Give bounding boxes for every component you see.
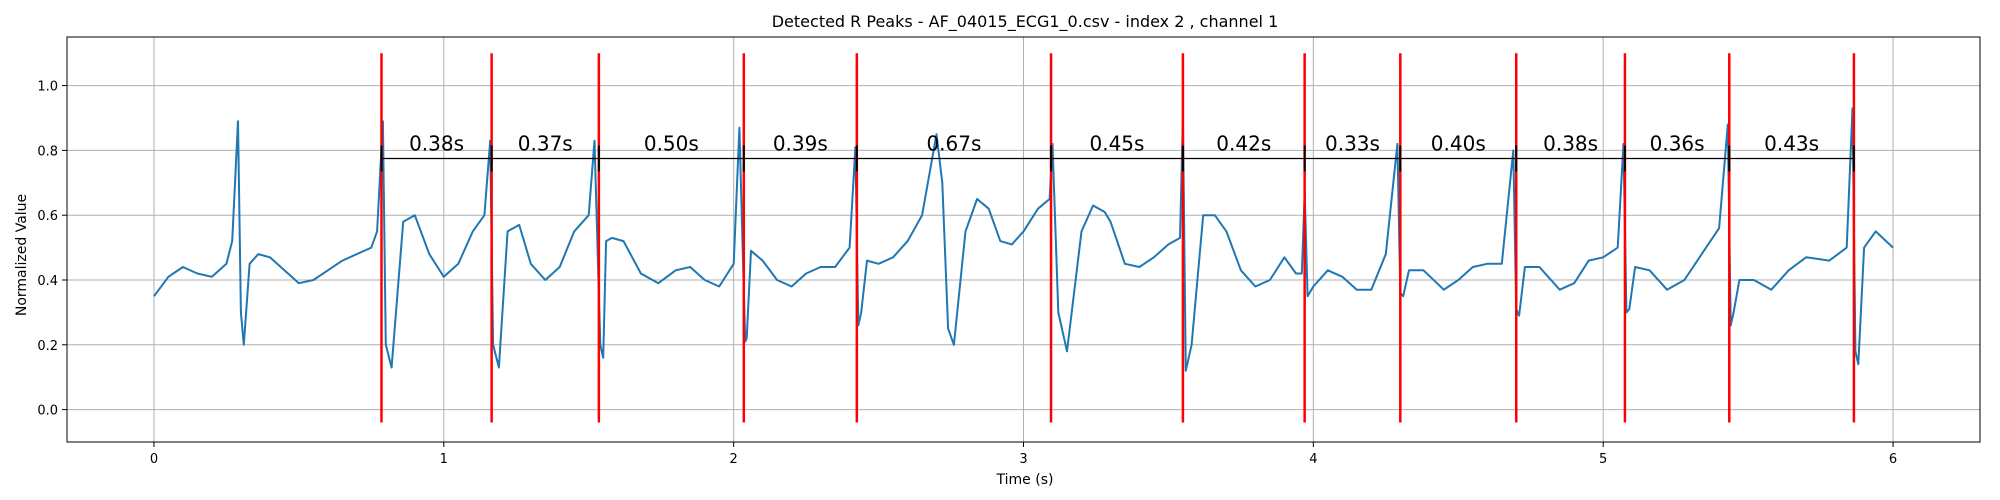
x-tick-label: 2 [730, 452, 738, 467]
x-axis-label: Time (s) [996, 472, 1054, 488]
rr-interval-label: 0.40s [1431, 131, 1486, 155]
rr-interval-label: 0.42s [1216, 131, 1271, 155]
y-axis-label: Normalized Value [14, 194, 30, 316]
rr-interval-label: 0.36s [1650, 131, 1705, 155]
rr-interval-label: 0.38s [1543, 131, 1598, 155]
rr-interval-label: 0.38s [409, 131, 464, 155]
y-tick-label: 0.6 [37, 209, 58, 224]
y-tick-label: 0.4 [37, 274, 58, 289]
y-tick-label: 1.0 [37, 80, 58, 95]
y-tick-label: 0.8 [37, 144, 58, 159]
ecg-signal-line [153, 107, 1894, 372]
x-tick-label: 4 [1309, 452, 1317, 467]
plot-marks: 0.38s 0.37s 0.50s 0.39s 0.67s 0.45s 0.42s 0.33s… [153, 53, 1894, 423]
rr-interval-label: 0.67s [926, 131, 981, 155]
rr-interval-label: 0.37s [518, 131, 573, 155]
rr-interval-label: 0.50s [644, 131, 699, 155]
y-tick-label: 0.0 [37, 404, 58, 419]
rr-interval-label: 0.33s [1325, 131, 1380, 155]
x-tick-label: 1 [440, 452, 448, 467]
x-tick-label: 6 [1889, 452, 1897, 467]
axes: 0 1 2 3 4 5 6 0.0 0.2 0.4 0.6 0.8 1.0 [37, 80, 1897, 467]
x-tick-label: 5 [1599, 452, 1607, 467]
rr-interval-label: 0.45s [1089, 131, 1144, 155]
rr-interval-label: 0.39s [773, 131, 828, 155]
rr-interval-label: 0.43s [1764, 131, 1819, 155]
x-tick-label: 3 [1019, 452, 1027, 467]
grid [67, 37, 1980, 442]
x-tick-label: 0 [150, 452, 158, 467]
y-tick-label: 0.2 [37, 339, 58, 354]
chart-title: Detected R Peaks - AF_04015_ECG1_0.csv -… [772, 12, 1279, 32]
